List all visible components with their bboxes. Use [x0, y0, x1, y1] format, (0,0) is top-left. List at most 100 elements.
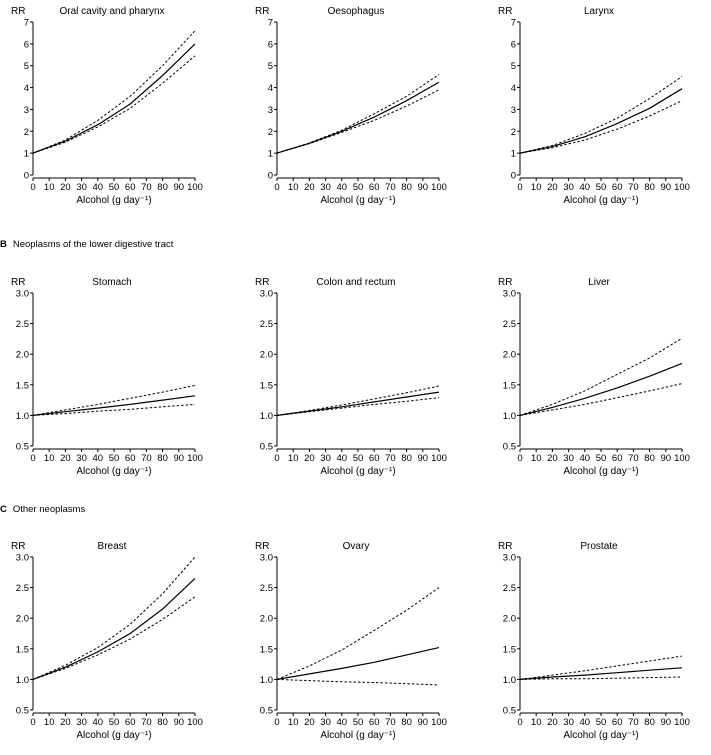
y-tick-label: 6	[511, 39, 516, 50]
lower-ci-line	[32, 55, 196, 154]
y-tick-label: 2.0	[16, 350, 29, 361]
x-tick-label: 80	[157, 453, 168, 464]
x-tick-label: 20	[304, 717, 315, 728]
x-tick-label: 0	[517, 717, 522, 728]
estimate-line	[32, 43, 196, 154]
x-tick-label: 60	[612, 182, 623, 193]
x-axis-label: Alcohol (g day⁻¹)	[563, 466, 638, 477]
chart-panel: RR Colon and rectum 0.5 1.0 1.5 2.0 2.5 3.0 0 10 2…	[255, 277, 447, 477]
x-tick-label: 70	[141, 453, 152, 464]
section-label-b: B Neoplasms of the lower digestive tract	[0, 239, 173, 250]
upper-ci-line	[519, 655, 683, 680]
x-tick-label: 100	[431, 182, 447, 193]
chart-panel: RR Ovary 0.5 1.0 1.5 2.0 2.5 3.0 0 10 20 30 40 50 60 70…	[255, 541, 447, 741]
x-tick-label: 10	[531, 182, 542, 193]
y-tick-label: 0.5	[16, 442, 29, 453]
x-tick-label: 40	[580, 182, 591, 193]
y-tick-label: 2.5	[503, 583, 516, 594]
x-tick-label: 30	[563, 182, 574, 193]
x-tick-label: 80	[401, 717, 412, 728]
x-tick-label: 60	[369, 453, 380, 464]
y-tick-label: 2	[511, 127, 516, 138]
y-tick-label: 0.5	[260, 442, 273, 453]
x-tick-label: 60	[612, 453, 623, 464]
x-tick-label: 90	[418, 717, 429, 728]
upper-ci-line	[519, 76, 683, 154]
estimate-line	[519, 667, 683, 680]
x-tick-label: 70	[141, 182, 152, 193]
x-tick-label: 80	[644, 453, 655, 464]
x-tick-label: 80	[644, 182, 655, 193]
x-tick-label: 70	[385, 453, 396, 464]
x-tick-label: 40	[337, 717, 348, 728]
y-axis-label: RR	[11, 541, 25, 552]
x-tick-label: 100	[674, 453, 690, 464]
lower-ci-line	[276, 397, 440, 416]
x-tick-label: 50	[109, 717, 120, 728]
y-axis-label: RR	[255, 541, 269, 552]
x-tick-label: 0	[274, 717, 279, 728]
y-tick-label: 2.0	[260, 350, 273, 361]
x-tick-label: 40	[580, 453, 591, 464]
section-title: Other neoplasms	[12, 504, 86, 515]
y-tick-label: 2.0	[503, 614, 516, 625]
y-axis-label: RR	[255, 277, 269, 288]
y-axis-label: RR	[11, 277, 25, 288]
y-tick-label: 3.0	[260, 289, 273, 300]
x-tick-label: 80	[401, 453, 412, 464]
x-tick-label: 40	[93, 453, 104, 464]
chart-panel: RR Breast 0.5 1.0 1.5 2.0 2.5 3.0 0 10 20 30 40 50 60 7…	[11, 541, 203, 741]
y-tick-label: 1	[24, 149, 29, 160]
y-tick-label: 2.5	[16, 319, 29, 330]
y-tick-label: 3.0	[16, 289, 29, 300]
y-tick-label: 2.5	[503, 319, 516, 330]
y-tick-label: 6	[268, 39, 273, 50]
x-tick-label: 40	[580, 717, 591, 728]
y-axis-label: RR	[498, 541, 512, 552]
y-tick-label: 0.5	[16, 706, 29, 717]
upper-ci-line	[32, 30, 196, 154]
y-tick-label: 4	[24, 83, 29, 94]
y-tick-label: 1.5	[503, 644, 516, 655]
y-tick-label: 1.5	[16, 380, 29, 391]
upper-ci-line	[276, 385, 440, 416]
chart-title: Colon and rectum	[317, 277, 396, 288]
y-tick-label: 3	[268, 105, 273, 116]
x-tick-label: 90	[174, 717, 185, 728]
y-axis-label: RR	[11, 6, 25, 17]
lower-ci-line	[276, 89, 440, 154]
x-tick-label: 20	[547, 182, 558, 193]
x-axis-label: Alcohol (g day⁻¹)	[563, 730, 638, 741]
x-tick-label: 70	[385, 182, 396, 193]
y-tick-label: 1	[511, 149, 516, 160]
x-tick-label: 50	[596, 453, 607, 464]
chart-panel: RR Stomach 0.5 1.0 1.5 2.0 2.5 3.0 0 10 20 30 40 50 60…	[11, 277, 203, 477]
x-tick-label: 100	[187, 453, 203, 464]
x-tick-label: 10	[531, 453, 542, 464]
y-tick-label: 1.5	[260, 380, 273, 391]
x-tick-label: 10	[288, 453, 299, 464]
x-tick-label: 50	[109, 453, 120, 464]
x-tick-label: 30	[76, 453, 87, 464]
x-tick-label: 90	[174, 453, 185, 464]
y-axis-label: RR	[498, 6, 512, 17]
upper-ci-line	[276, 587, 440, 680]
x-tick-label: 60	[369, 182, 380, 193]
x-tick-label: 10	[44, 717, 55, 728]
y-tick-label: 2.0	[260, 614, 273, 625]
x-tick-label: 30	[76, 182, 87, 193]
x-tick-label: 60	[125, 717, 136, 728]
lower-ci-line	[519, 383, 683, 416]
x-tick-label: 40	[93, 717, 104, 728]
y-tick-label: 7	[268, 18, 273, 29]
x-tick-label: 90	[661, 182, 672, 193]
x-tick-label: 40	[337, 182, 348, 193]
y-tick-label: 7	[24, 18, 29, 29]
x-tick-label: 40	[93, 182, 104, 193]
chart-title: Liver	[588, 277, 610, 288]
y-tick-label: 0.5	[260, 706, 273, 717]
y-tick-label: 1.0	[260, 675, 273, 686]
x-tick-label: 60	[125, 182, 136, 193]
